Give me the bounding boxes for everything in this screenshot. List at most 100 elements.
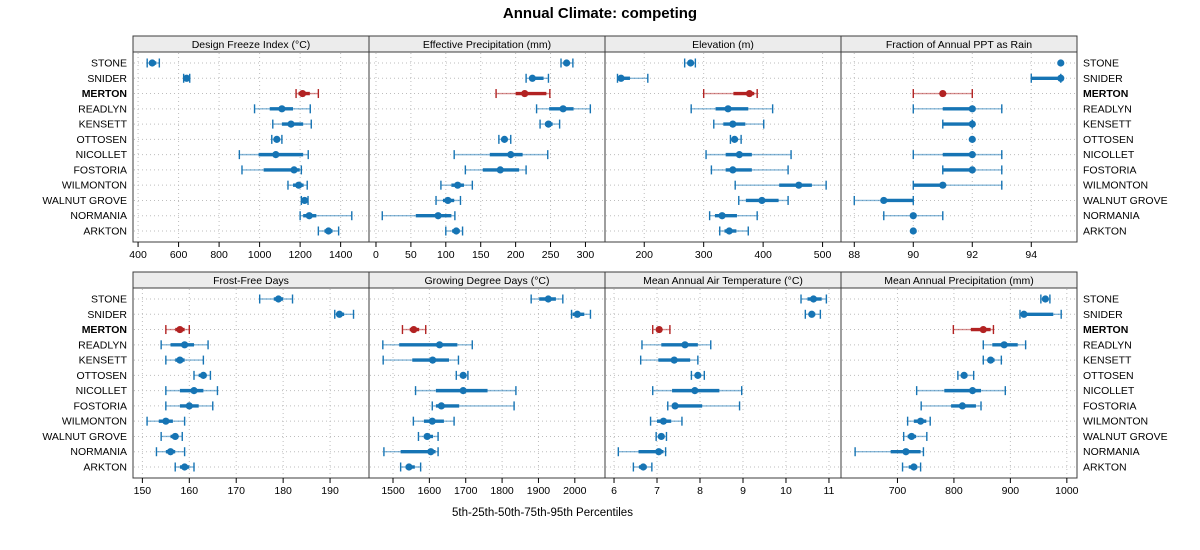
series-walnut-grove	[738, 195, 789, 205]
site-label-left-fostoria: FOSTORIA	[74, 400, 127, 412]
median-dot	[274, 295, 283, 303]
site-labels-right-row1: STONE SNIDER MERTON READLYN KENSETT OTTOSEN NI…	[1083, 294, 1168, 474]
site-label-left-normania: NORMANIA	[70, 446, 127, 458]
strip-label: Mean Annual Precipitation (mm)	[884, 275, 1033, 287]
series-wilmonton	[440, 180, 474, 190]
median-dot	[437, 402, 445, 410]
site-label-left-merton: MERTON	[82, 324, 127, 336]
x-tick-label: 1500	[381, 485, 405, 497]
series-kensett	[539, 119, 561, 129]
series-snider	[804, 309, 822, 319]
series-kensett	[639, 355, 699, 365]
median-dot	[444, 196, 452, 205]
median-dot	[435, 341, 444, 349]
median-dot	[729, 120, 737, 128]
median-dot	[724, 105, 732, 113]
series-normania	[617, 447, 667, 457]
x-tick-label: 400	[754, 249, 772, 261]
panel-elevation-m: 200 300 400 500 Elevation (m)	[604, 35, 842, 261]
series-normania	[383, 447, 439, 457]
series-wilmonton	[649, 416, 683, 426]
site-label-left-stone: STONE	[91, 294, 127, 306]
median-dot	[910, 463, 918, 471]
series-nicollet	[414, 386, 517, 396]
series-readlyn	[253, 104, 311, 114]
site-label-right-nicollet: NICOLLET	[1083, 385, 1135, 397]
median-dot	[729, 166, 737, 174]
median-dot	[639, 463, 647, 471]
median-dot	[808, 310, 816, 318]
median-dot	[902, 448, 910, 456]
series-merton	[495, 89, 551, 99]
median-dot	[730, 135, 739, 143]
site-label-right-arkton: ARKTON	[1083, 462, 1127, 474]
series-walnut-grove	[160, 431, 183, 441]
median-dot	[681, 341, 689, 349]
x-axis: 400 600 800 1000 1200 1400	[129, 242, 352, 261]
series-readlyn	[912, 104, 1003, 114]
series-fostoria	[710, 165, 789, 175]
median-dot	[657, 432, 665, 441]
series-walnut-grove	[417, 431, 439, 441]
x-tick-label: 9	[740, 485, 746, 497]
site-label-left-snider: SNIDER	[87, 309, 127, 321]
median-dot	[272, 151, 280, 159]
median-dot	[968, 135, 976, 143]
site-label-right-ottosen: OTTOSEN	[1083, 134, 1134, 146]
median-dot	[544, 120, 553, 128]
series-snider	[616, 73, 649, 83]
median-dot	[958, 402, 966, 410]
x-tick-label: 160	[181, 485, 199, 497]
series-merton	[401, 325, 427, 335]
series-arkton	[719, 226, 749, 236]
site-label-right-kensett: KENSETT	[1083, 355, 1132, 367]
panel-growing-degree-days-c: 1500 1600 1700 1800 1900 2000 Growing Degree D…	[368, 271, 606, 497]
median-dot	[183, 74, 191, 82]
series-nicollet	[652, 386, 743, 396]
x-tick-label: 250	[542, 249, 560, 261]
x-tick-label: 300	[695, 249, 713, 261]
series-readlyn	[690, 104, 774, 114]
median-dot	[290, 166, 298, 174]
series-merton	[702, 89, 758, 99]
median-dot	[148, 59, 156, 67]
x-tick-label: 200	[635, 249, 653, 261]
median-dot	[691, 387, 699, 395]
site-label-right-walnut-grove: WALNUT GROVE	[1083, 195, 1168, 207]
median-dot	[496, 166, 504, 174]
series-snider	[334, 309, 355, 319]
panel-body	[604, 287, 842, 479]
site-label-right-readlyn: READLYN	[1083, 339, 1132, 351]
series-snider	[1019, 309, 1062, 319]
series-kensett	[272, 119, 312, 129]
median-dot	[427, 448, 435, 456]
median-dot	[671, 402, 679, 410]
series-merton	[912, 89, 973, 99]
series-ottosen	[957, 370, 975, 380]
series-snider	[1030, 73, 1065, 83]
median-dot	[428, 417, 436, 425]
series-walnut-grove	[655, 431, 668, 441]
x-axis: 88 90 92 94	[848, 242, 1037, 261]
series-fostoria	[667, 401, 741, 411]
x-axis: 150 160 170 180 190	[134, 478, 339, 497]
series-readlyn	[641, 340, 712, 350]
series-wilmonton	[287, 180, 308, 190]
median-dot	[324, 227, 333, 235]
series-wilmonton	[146, 416, 186, 426]
strip-label: Design Freeze Index (°C)	[192, 39, 311, 51]
median-dot	[968, 166, 976, 174]
strip-header	[840, 35, 1078, 53]
site-label-left-kensett: KENSETT	[79, 355, 128, 367]
site-label-left-arkton: ARKTON	[83, 462, 127, 474]
panel-design-freeze-index-c: 400 600 800 1000 1200 1400 Design Freeze Index…	[129, 35, 370, 261]
site-label-right-normania: NORMANIA	[1083, 210, 1140, 222]
site-label-left-fostoria: FOSTORIA	[74, 164, 127, 176]
median-dot	[909, 227, 917, 235]
series-arkton	[399, 462, 422, 472]
series-kensett	[713, 119, 765, 129]
series-nicollet	[915, 386, 1006, 396]
median-dot	[190, 387, 198, 395]
median-dot	[176, 325, 184, 334]
percentiles-caption: 5th-25th-50th-75th-95th Percentiles	[452, 507, 633, 519]
